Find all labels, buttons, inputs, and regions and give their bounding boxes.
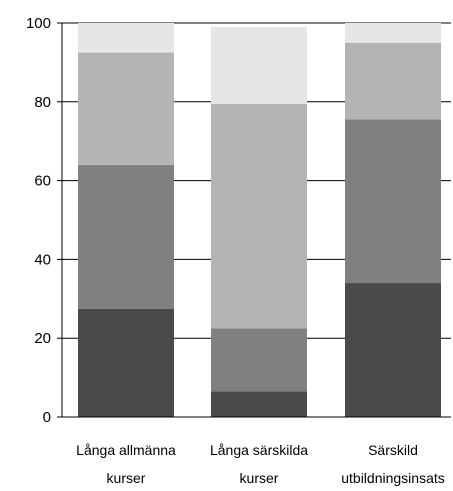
x-category-labels: Långa allmänna kurser Långa särskilda kurse… — [76, 442, 445, 486]
x-category-label-2-line-1: Långa särskilda — [210, 442, 308, 458]
bar-stacks — [78, 23, 441, 417]
bar-segment-3-3 — [345, 42, 441, 120]
bar-segment-3-4 — [345, 23, 441, 43]
x-category-label-1-line-1: Långa allmänna — [76, 442, 176, 458]
y-tick-label-60: 60 — [34, 173, 51, 190]
x-category-label-3-line-2: utbildningsinsats — [341, 470, 445, 486]
y-tick-label-100: 100 — [26, 15, 51, 32]
y-tick-label-80: 80 — [34, 94, 51, 111]
bar-segment-2-4 — [211, 26, 307, 104]
x-category-label-2-line-2: kurser — [240, 470, 279, 486]
bar-segment-1-2 — [78, 164, 174, 309]
y-tick-label-20: 20 — [34, 330, 51, 347]
bar-segment-1-4 — [78, 23, 174, 53]
bar-segment-3-2 — [345, 119, 441, 284]
bar-segment-1-3 — [78, 52, 174, 165]
x-category-label-1-line-2: kurser — [107, 470, 146, 486]
y-tick-label-0: 0 — [43, 409, 51, 426]
bar-segment-2-1 — [211, 391, 307, 417]
bar-segment-1-1 — [78, 308, 174, 417]
bar-segment-3-1 — [345, 283, 441, 417]
bar-segment-2-3 — [211, 103, 307, 329]
y-tick-labels: 0 20 40 60 80 100 — [26, 15, 51, 426]
x-category-label-3-line-1: Särskild — [368, 442, 418, 458]
bar-segment-2-2 — [211, 328, 307, 392]
y-tick-label-40: 40 — [34, 251, 51, 268]
axes — [57, 22, 451, 418]
